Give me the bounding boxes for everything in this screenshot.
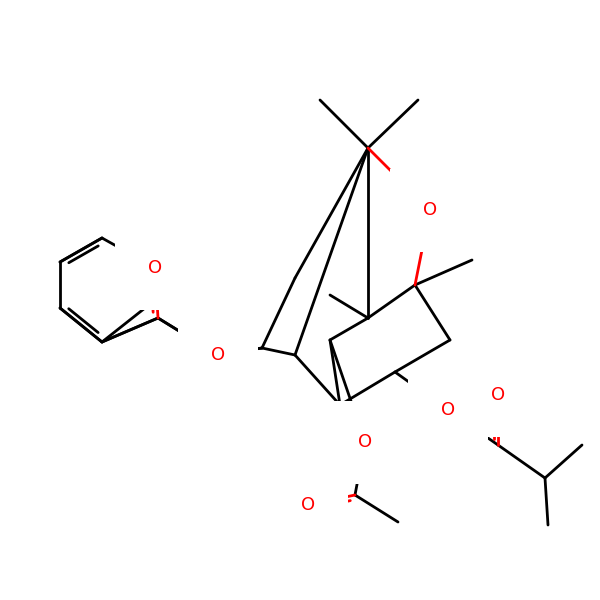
Text: O: O [491, 386, 505, 404]
Text: O: O [301, 496, 315, 514]
Text: O: O [423, 201, 437, 219]
Text: O: O [148, 259, 162, 277]
Text: O: O [211, 346, 225, 364]
Text: O: O [441, 401, 455, 419]
Text: O: O [358, 433, 372, 451]
